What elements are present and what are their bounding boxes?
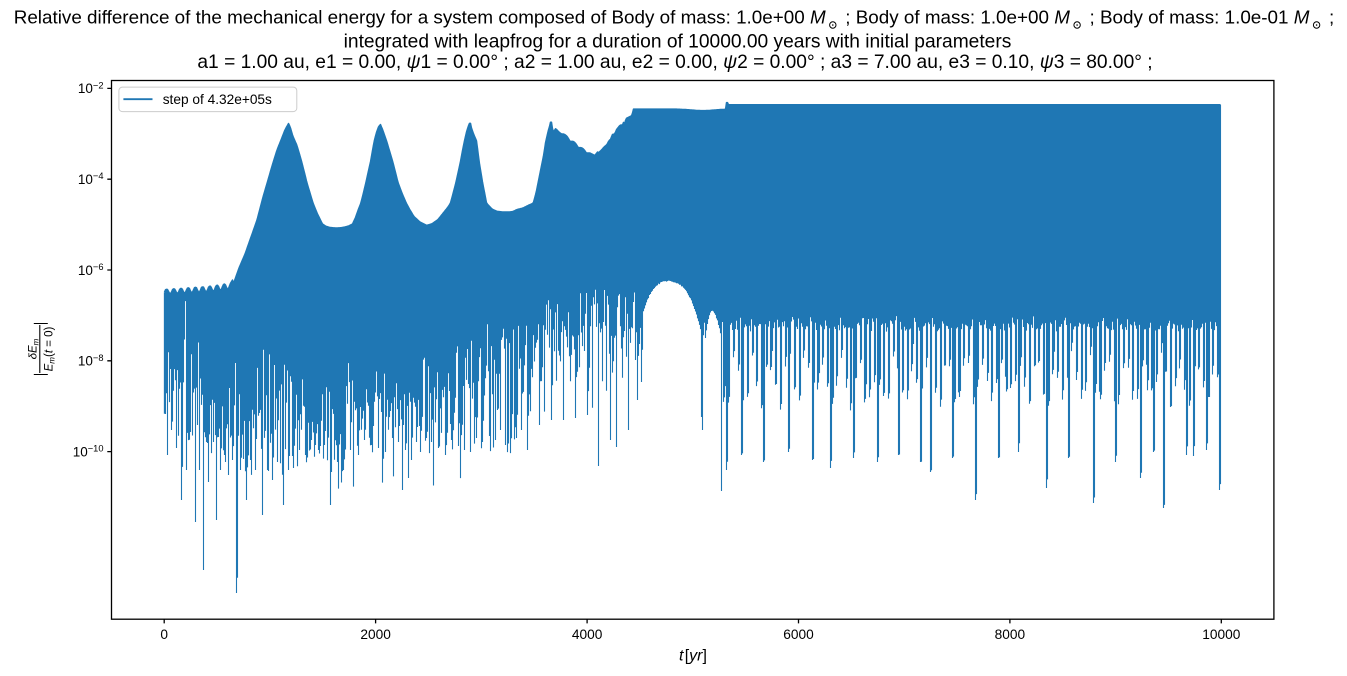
svg-text:10000: 10000 [1202, 627, 1240, 642]
svg-text:8000: 8000 [995, 627, 1026, 642]
svg-text:4000: 4000 [572, 627, 603, 642]
svg-text:0: 0 [160, 627, 168, 642]
svg-text:Em(t = 0): Em(t = 0) [43, 326, 56, 371]
svg-text:2000: 2000 [360, 627, 391, 642]
svg-text:integrated with leapfrog for a: integrated with leapfrog for a duration … [344, 32, 1012, 53]
svg-text:6000: 6000 [783, 627, 814, 642]
svg-text:δEm: δEm [27, 338, 40, 359]
svg-text:t[yr]: t[yr] [679, 648, 707, 665]
svg-text:a1 = 1.00 au, e1 = 0.00, ψ1 =: a1 = 1.00 au, e1 = 0.00, ψ1 = 0.00° ; a2… [197, 52, 1152, 73]
svg-text:step of 4.32e+05s: step of 4.32e+05s [163, 92, 272, 107]
svg-text:Relative difference of the mec: Relative difference of the mechanical en… [14, 7, 1335, 30]
